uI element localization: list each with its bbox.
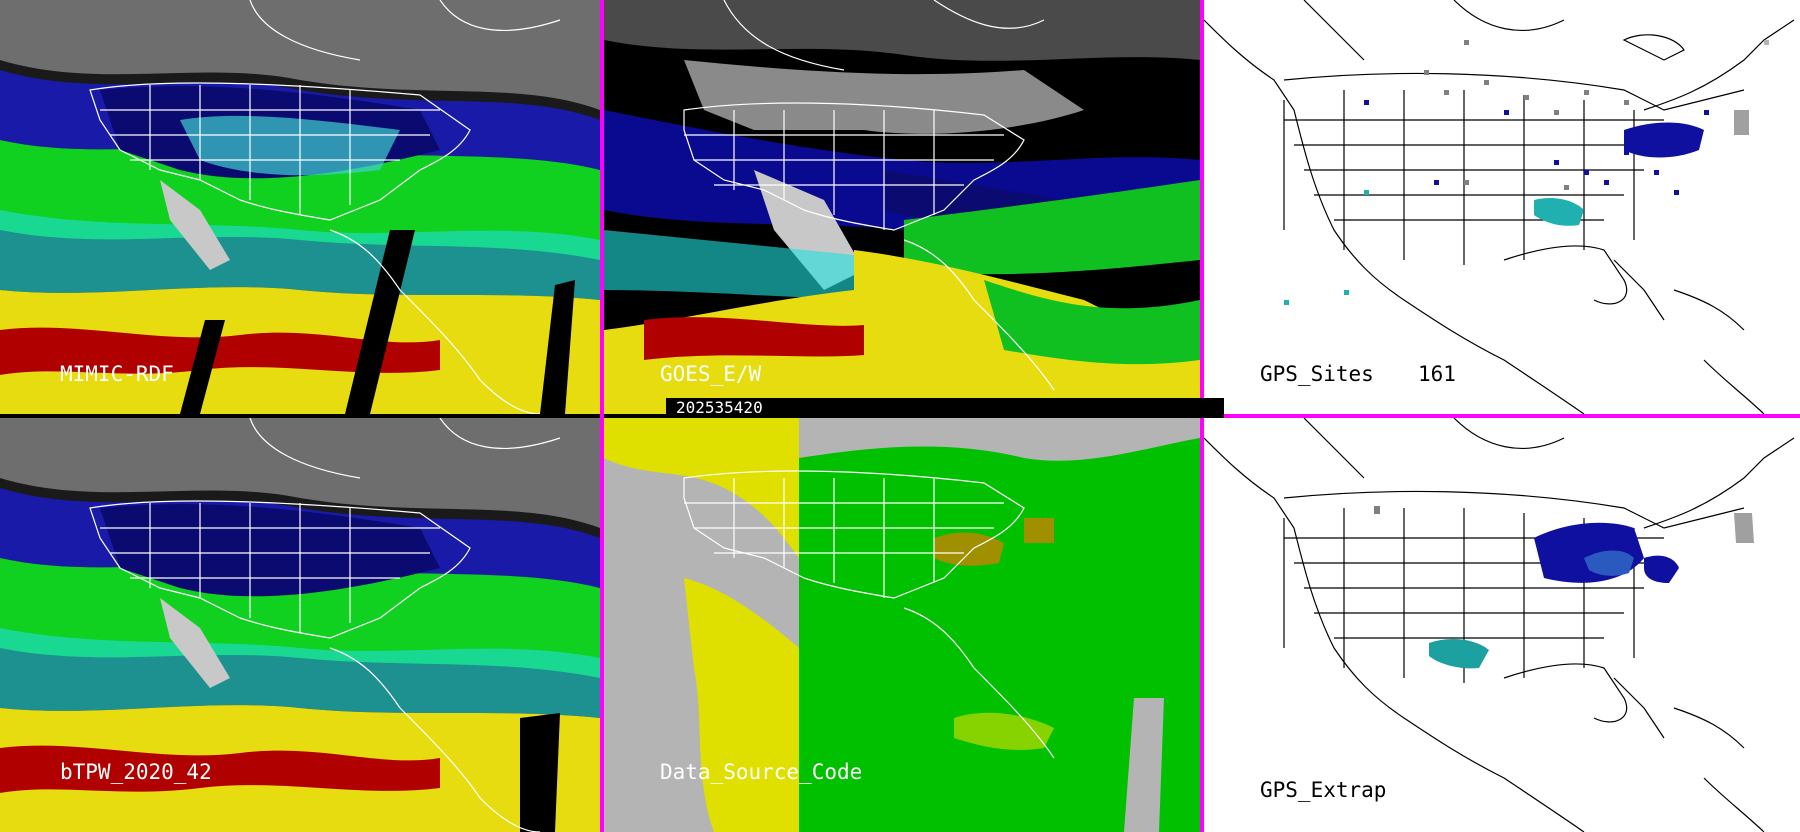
panel-label-mimic: MIMIC-RDF [60, 362, 174, 386]
panel-btpw: bTPW_2020_42 [0, 418, 600, 832]
timestamp-bar: 202535420 [666, 398, 1224, 418]
panel-gps-sites: GPS_Sites 161 [1204, 0, 1800, 414]
gps-extrap-gulf [1429, 638, 1489, 669]
goes-tpw-map [604, 0, 1200, 414]
panel-label-data-source: Data_Source_Code [660, 760, 863, 784]
btpw-map [0, 418, 600, 832]
separator-horizontal-right [1204, 414, 1800, 418]
panel-goes-ew: GOES_E/W [604, 0, 1200, 414]
panel-data-source-code: Data_Source_Code [604, 418, 1200, 832]
panel-gps-extrap: GPS_Extrap [1204, 418, 1800, 832]
panel-label-goes: GOES_E/W [660, 362, 762, 386]
gps-extrap-midatlantic [1644, 555, 1679, 583]
gps-extrap-map [1204, 418, 1800, 832]
panel-label-btpw: bTPW_2020_42 [60, 760, 212, 784]
gps-extrap-ohio-core [1584, 550, 1634, 576]
gps-extrap-northeast [1734, 513, 1754, 543]
gps-cluster-gulf [1534, 198, 1584, 226]
data-source-map [604, 418, 1200, 832]
gps-site-markers [1284, 40, 1769, 305]
panel-label-gps-sites: GPS_Sites [1260, 362, 1374, 386]
panel-mimic-rdf: MIMIC-RDF [0, 0, 600, 414]
gps-cluster-ohio [1624, 122, 1704, 158]
mimic-tpw-map [0, 0, 600, 414]
separator-vertical-left [600, 0, 604, 832]
gps-cluster-northeast [1734, 110, 1749, 135]
gps-sites-count: 161 [1418, 362, 1456, 386]
gps-sites-map [1204, 0, 1800, 414]
panel-label-gps-extrap: GPS_Extrap [1260, 778, 1387, 802]
